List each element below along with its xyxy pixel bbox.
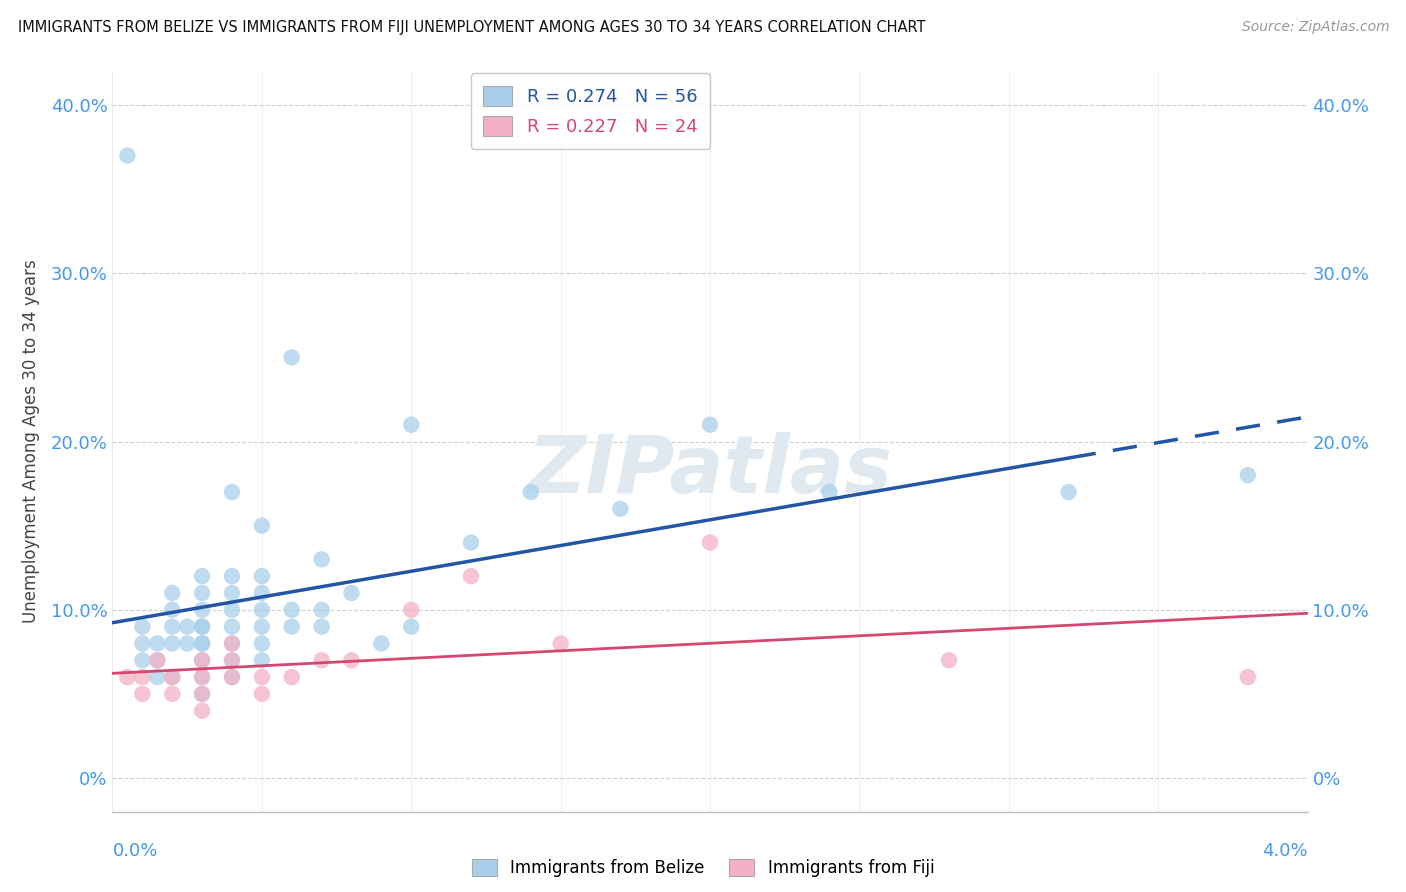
Point — [176, 619, 198, 633]
Point — [162, 687, 183, 701]
Point — [221, 670, 243, 684]
Point — [131, 636, 153, 650]
Point — [221, 670, 243, 684]
Point — [131, 653, 153, 667]
Point — [401, 619, 423, 633]
Point — [250, 518, 273, 533]
Text: 4.0%: 4.0% — [1263, 842, 1308, 860]
Text: 0.0%: 0.0% — [112, 842, 157, 860]
Text: Source: ZipAtlas.com: Source: ZipAtlas.com — [1241, 20, 1389, 34]
Point — [191, 619, 214, 633]
Point — [117, 670, 139, 684]
Point — [818, 485, 841, 500]
Point — [221, 636, 243, 650]
Point — [311, 603, 333, 617]
Point — [162, 670, 183, 684]
Point — [221, 636, 243, 650]
Point — [162, 603, 183, 617]
Point — [221, 586, 243, 600]
Point — [146, 653, 169, 667]
Point — [162, 619, 183, 633]
Point — [191, 670, 214, 684]
Point — [520, 485, 543, 500]
Point — [250, 687, 273, 701]
Point — [311, 552, 333, 566]
Point — [176, 636, 198, 650]
Y-axis label: Unemployment Among Ages 30 to 34 years: Unemployment Among Ages 30 to 34 years — [21, 260, 39, 624]
Point — [281, 619, 304, 633]
Point — [146, 636, 169, 650]
Point — [1057, 485, 1080, 500]
Legend: R = 0.274   N = 56, R = 0.227   N = 24: R = 0.274 N = 56, R = 0.227 N = 24 — [471, 73, 710, 149]
Point — [340, 653, 363, 667]
Point — [117, 148, 139, 162]
Point — [221, 653, 243, 667]
Point — [131, 619, 153, 633]
Point — [191, 586, 214, 600]
Point — [191, 603, 214, 617]
Point — [221, 653, 243, 667]
Text: IMMIGRANTS FROM BELIZE VS IMMIGRANTS FROM FIJI UNEMPLOYMENT AMONG AGES 30 TO 34 : IMMIGRANTS FROM BELIZE VS IMMIGRANTS FRO… — [18, 20, 925, 35]
Point — [550, 636, 572, 650]
Point — [191, 619, 214, 633]
Point — [146, 670, 169, 684]
Point — [162, 636, 183, 650]
Point — [162, 586, 183, 600]
Point — [699, 535, 721, 549]
Point — [191, 569, 214, 583]
Point — [938, 653, 960, 667]
Point — [460, 535, 482, 549]
Point — [1237, 670, 1260, 684]
Point — [191, 670, 214, 684]
Point — [460, 569, 482, 583]
Point — [191, 636, 214, 650]
Point — [162, 670, 183, 684]
Point — [281, 603, 304, 617]
Point — [221, 485, 243, 500]
Point — [340, 586, 363, 600]
Point — [250, 653, 273, 667]
Point — [146, 653, 169, 667]
Point — [250, 619, 273, 633]
Point — [221, 619, 243, 633]
Point — [191, 653, 214, 667]
Point — [1237, 468, 1260, 483]
Point — [250, 603, 273, 617]
Point — [281, 670, 304, 684]
Point — [401, 603, 423, 617]
Point — [131, 687, 153, 701]
Point — [191, 636, 214, 650]
Legend: Immigrants from Belize, Immigrants from Fiji: Immigrants from Belize, Immigrants from … — [465, 852, 941, 884]
Point — [221, 603, 243, 617]
Point — [699, 417, 721, 432]
Point — [250, 586, 273, 600]
Point — [401, 417, 423, 432]
Point — [250, 569, 273, 583]
Point — [131, 670, 153, 684]
Point — [221, 569, 243, 583]
Point — [311, 619, 333, 633]
Point — [609, 501, 631, 516]
Point — [191, 687, 214, 701]
Point — [281, 351, 304, 365]
Point — [311, 653, 333, 667]
Point — [370, 636, 392, 650]
Text: ZIPatlas: ZIPatlas — [527, 432, 893, 510]
Point — [250, 636, 273, 650]
Point — [191, 704, 214, 718]
Point — [191, 687, 214, 701]
Point — [250, 670, 273, 684]
Point — [191, 653, 214, 667]
